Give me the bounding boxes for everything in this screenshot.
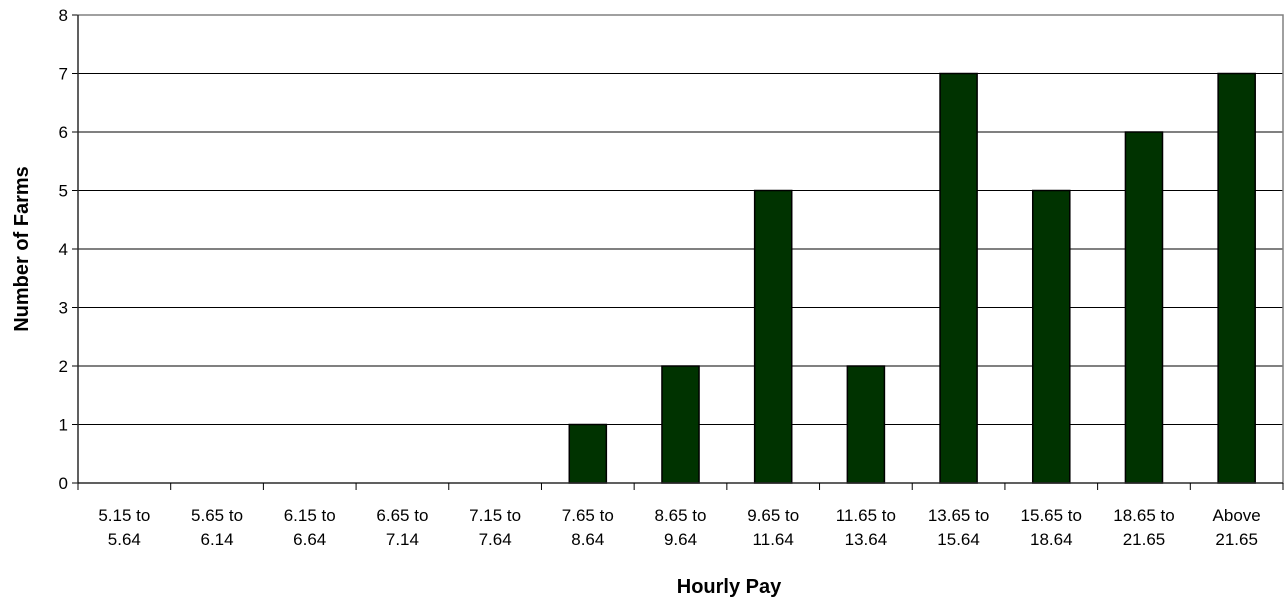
y-tick-label: 0 [59, 474, 68, 493]
x-tick-label: 6.14 [200, 530, 233, 549]
x-tick-label: 5.64 [108, 530, 141, 549]
y-tick-label: 7 [59, 65, 68, 84]
x-tick-label: 21.65 [1215, 530, 1258, 549]
y-tick-label: 2 [59, 357, 68, 376]
x-tick-label: 7.65 to [562, 506, 614, 525]
x-axis-title: Hourly Pay [677, 576, 782, 598]
x-tick-label: 5.65 to [191, 506, 243, 525]
x-tick-label: 18.65 to [1113, 506, 1174, 525]
y-tick-label: 6 [59, 123, 68, 142]
y-tick-label: 5 [59, 182, 68, 201]
x-tick-label: 6.15 to [284, 506, 336, 525]
bar [1217, 72, 1256, 484]
x-tick-label: 7.14 [386, 530, 419, 549]
bar [939, 72, 978, 484]
x-tick-label: Above [1213, 506, 1261, 525]
x-tick-label: 18.64 [1030, 530, 1073, 549]
x-tick-label: 5.15 to [98, 506, 150, 525]
y-tick-label: 8 [59, 6, 68, 25]
axes [72, 14, 1284, 490]
x-tick-label: 13.64 [845, 530, 888, 549]
x-tick-label: 7.64 [479, 530, 512, 549]
x-tick-label: 7.15 to [469, 506, 521, 525]
x-tick-label: 13.65 to [928, 506, 989, 525]
x-tick-label: 9.65 to [747, 506, 799, 525]
y-tick-label: 1 [59, 416, 68, 435]
x-tick-label: 9.64 [664, 530, 697, 549]
x-tick-labels: 5.15 to 5.64 5.65 to 6.14 6.15 to 6.64 6.65 to… [98, 506, 1260, 549]
x-tick-label: 15.64 [937, 530, 980, 549]
bar [846, 365, 886, 484]
bar [1124, 131, 1164, 484]
y-tick-label: 4 [59, 240, 68, 259]
x-tick-label: 21.65 [1123, 530, 1166, 549]
bar [568, 423, 608, 484]
x-tick-label: 6.64 [293, 530, 326, 549]
x-tick-label: 11.64 [753, 530, 794, 549]
x-tick-label: 8.64 [571, 530, 604, 549]
x-tick-label: 15.65 to [1021, 506, 1082, 525]
x-tick-label: 6.65 to [376, 506, 428, 525]
bar [753, 189, 793, 484]
x-tick-label: 11.65 to [836, 506, 896, 525]
bars [568, 72, 1256, 484]
gridlines [78, 14, 1283, 425]
bar [661, 365, 700, 484]
y-axis-title: Number of Farms [11, 166, 33, 332]
y-tick-labels: 0 1 2 3 4 5 6 7 8 [59, 6, 68, 493]
y-tick-label: 3 [59, 299, 68, 318]
bar [1031, 189, 1071, 484]
x-tick-label: 8.65 to [655, 506, 707, 525]
